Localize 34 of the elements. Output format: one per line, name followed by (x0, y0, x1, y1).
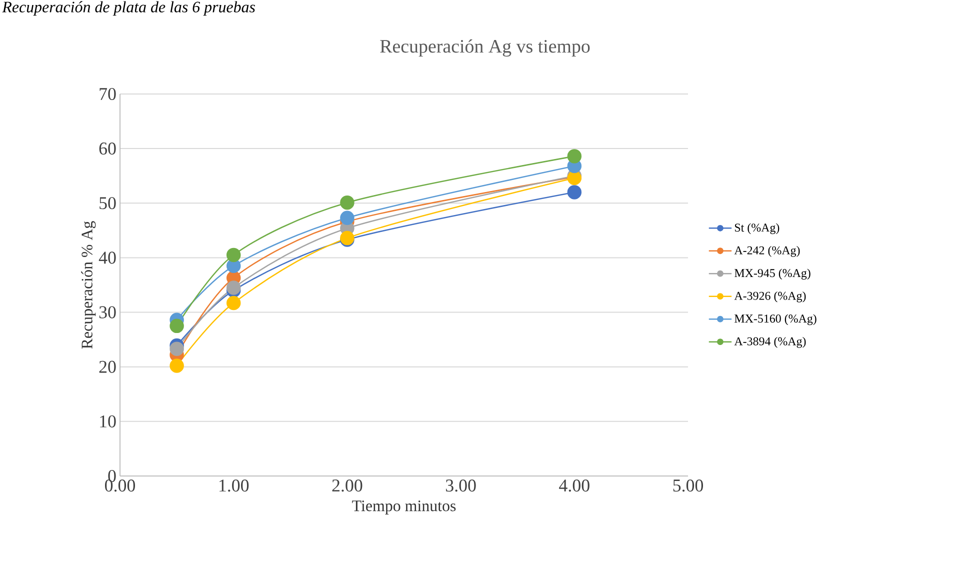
point (340, 195, 354, 210)
point (170, 318, 184, 334)
x-tick-label: 4.00 (559, 480, 590, 492)
point (226, 280, 241, 295)
x-tick-label: 0.00 (105, 480, 136, 492)
legend-label: A-242 (%Ag) (734, 246, 800, 257)
x-tick-label: 3.00 (446, 480, 476, 492)
text: Recuperación de plata de las 6 pruebas (2, 1, 255, 16)
x-tick-label: 5.00 (673, 480, 704, 492)
y-axis-title: Recuperación % Ag (81, 221, 96, 349)
y-tick-label: 20 (99, 360, 116, 373)
chart-title: Recuperación Ag vs tiempo (380, 39, 590, 57)
y-tick-label: 0 (108, 470, 116, 482)
legend-label: MX-945 (%Ag) (734, 268, 810, 280)
y-tick-label: 30 (99, 306, 116, 318)
x-tick-label: 2.00 (332, 480, 362, 492)
point (170, 358, 184, 373)
point (567, 185, 582, 200)
legend-label: A-3894 (%Ag) (734, 336, 806, 348)
y-tick-label: 40 (98, 252, 116, 264)
y-tick-label: 10 (100, 415, 116, 428)
x-tick-label: 1.00 (219, 480, 249, 492)
point (340, 210, 354, 225)
x-axis-title: Tiempo minutos (352, 500, 456, 514)
point (226, 248, 241, 262)
point (567, 149, 582, 164)
legend-label: MX-5160 (%Ag) (734, 314, 816, 326)
y-tick-label: 60 (99, 142, 116, 155)
point (226, 296, 241, 310)
legend-label: A-3926 (%Ag) (734, 291, 806, 302)
legend-label: St (%Ag) (735, 223, 780, 234)
y-tick-label: 70 (100, 88, 116, 100)
y-tick-label: 50 (100, 197, 116, 210)
point (170, 342, 184, 356)
